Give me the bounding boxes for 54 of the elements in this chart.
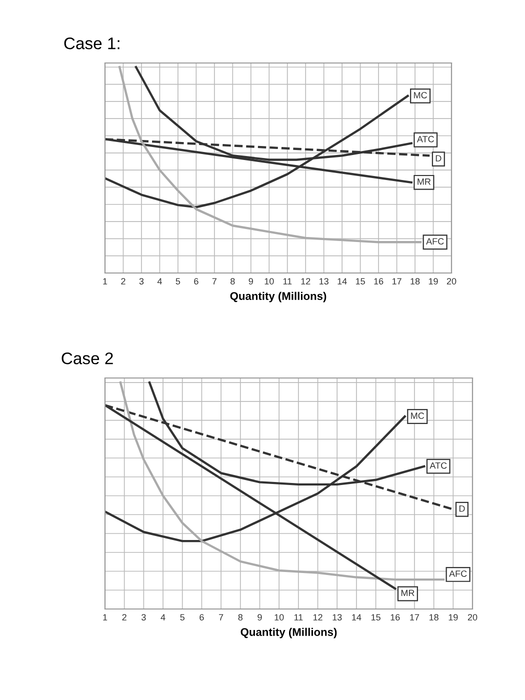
x-tick-label: 12 <box>301 278 310 284</box>
x-tick-label: 16 <box>374 278 384 284</box>
x-tick-label: 16 <box>390 614 400 620</box>
x-tick-label: 11 <box>294 614 303 620</box>
series-label: ATC <box>416 136 434 142</box>
x-tick-label: 2 <box>121 278 126 284</box>
x-tick-label: 13 <box>332 614 342 620</box>
x-tick-label: 9 <box>248 278 253 284</box>
series-label: MC <box>411 412 424 419</box>
x-axis-title: Quantity (Millions) <box>240 628 337 638</box>
x-tick-label: 4 <box>160 614 166 620</box>
x-tick-label: 7 <box>212 278 216 284</box>
series-label: MR <box>401 590 414 596</box>
x-tick-label: 1 <box>103 614 108 620</box>
x-tick-label: 14 <box>352 614 362 620</box>
x-tick-label: 2 <box>122 614 126 620</box>
x-tick-label: 6 <box>200 614 204 620</box>
series-label: D <box>459 505 465 512</box>
x-tick-label: 15 <box>371 614 380 620</box>
x-tick-label: 7 <box>219 614 224 620</box>
x-tick-label: 10 <box>264 278 274 284</box>
series-label: ATC <box>430 462 447 469</box>
x-tick-label: 13 <box>320 278 328 284</box>
x-tick-label: 19 <box>448 614 458 620</box>
x-tick-label: 20 <box>446 278 456 284</box>
x-tick-label: 20 <box>468 614 478 620</box>
series-label: MC <box>414 92 427 98</box>
x-axis-title: Quantity (Millions) <box>230 292 326 302</box>
x-tick-label: 18 <box>429 614 438 620</box>
chart-title: Case 1: <box>64 37 120 50</box>
series-label: MR <box>418 178 431 185</box>
x-tick-label: 10 <box>274 614 284 620</box>
x-tick-label: 4 <box>157 278 162 284</box>
series-label: D <box>436 155 442 162</box>
x-tick-label: 8 <box>230 278 235 284</box>
x-tick-label: 12 <box>313 614 322 620</box>
x-tick-label: 17 <box>392 278 402 284</box>
series-label: AFC <box>449 570 467 577</box>
x-tick-label: 5 <box>176 278 180 284</box>
x-tick-label: 9 <box>258 614 262 620</box>
chart-title: Case 2 <box>62 352 113 364</box>
x-tick-label: 6 <box>194 278 198 284</box>
x-tick-label: 1 <box>103 278 108 284</box>
x-tick-label: 11 <box>283 278 292 284</box>
x-tick-label: 18 <box>410 278 420 284</box>
series-label: AFC <box>426 238 444 245</box>
x-tick-label: 3 <box>142 614 146 620</box>
x-tick-label: 3 <box>139 278 144 284</box>
x-tick-label: 14 <box>338 278 347 284</box>
x-tick-label: 19 <box>428 278 438 284</box>
x-tick-label: 17 <box>410 614 420 620</box>
x-tick-label: 15 <box>356 278 365 284</box>
x-tick-label: 5 <box>180 614 184 620</box>
x-tick-label: 8 <box>238 614 243 620</box>
